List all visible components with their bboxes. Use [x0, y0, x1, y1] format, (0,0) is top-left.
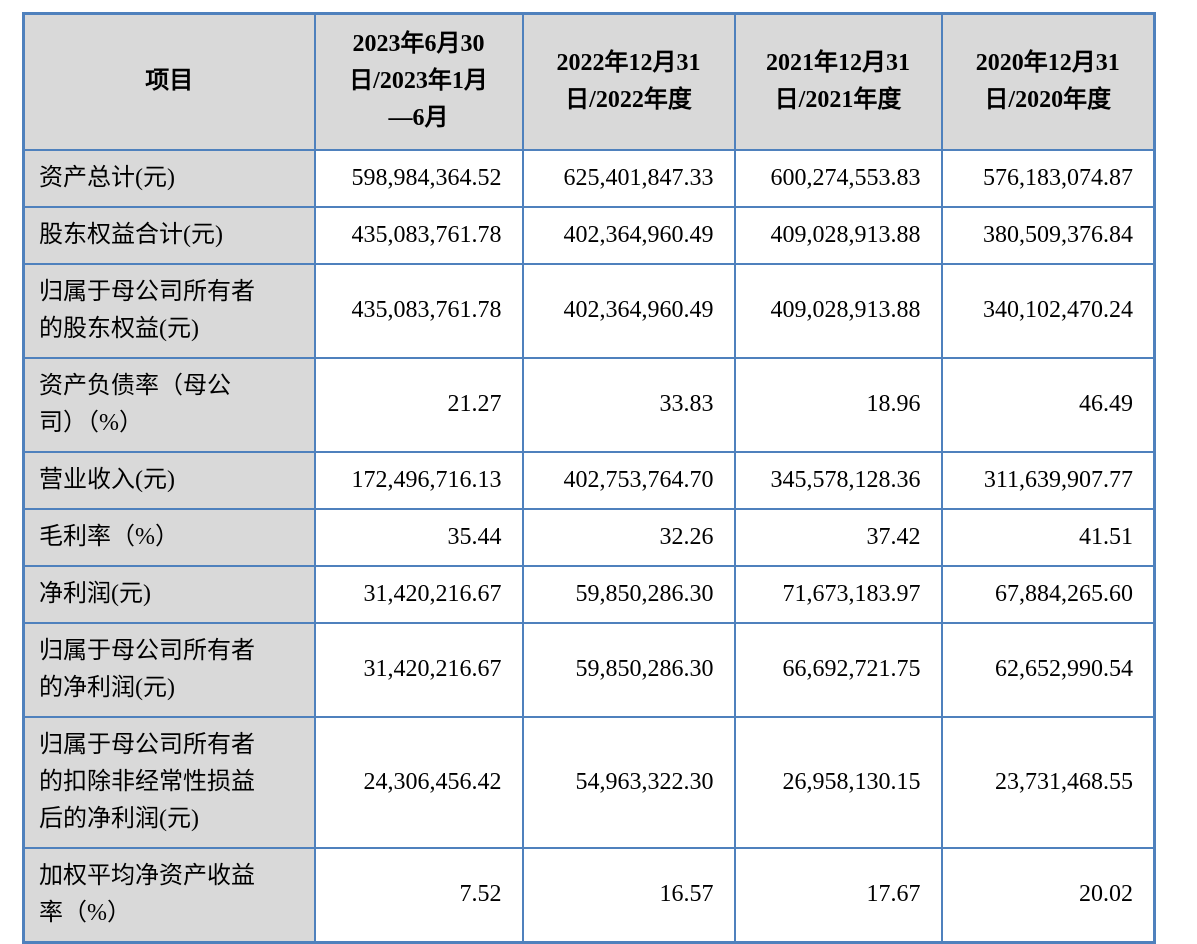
row-value: 46.49 [940, 356, 1156, 453]
row-value: 21.27 [313, 356, 524, 453]
row-value: 345,578,128.36 [733, 450, 943, 510]
row-value: 435,083,761.78 [313, 205, 524, 265]
table-row: 归属于母公司所有者 的扣除非经常性损益 后的净利润(元) 24,306,456.4… [22, 715, 1156, 849]
row-value: 26,958,130.15 [733, 715, 943, 849]
table-row: 净利润(元) 31,420,216.67 59,850,286.30 71,673,1… [22, 564, 1156, 624]
row-label: 毛利率（%） [22, 507, 316, 567]
row-value: 66,692,721.75 [733, 621, 943, 718]
table-header-row: 项目 2023年6月30 日/2023年1月 —6月 2022年12月31 日/… [22, 12, 1156, 151]
table-row: 归属于母公司所有者 的净利润(元) 31,420,216.67 59,850,286… [22, 621, 1156, 718]
row-value: 600,274,553.83 [733, 148, 943, 208]
row-value: 59,850,286.30 [521, 564, 736, 624]
header-cell-2023h1: 2023年6月30 日/2023年1月 —6月 [313, 12, 524, 151]
table-row: 毛利率（%） 35.44 32.26 37.42 41.51 [22, 507, 1156, 567]
row-value: 32.26 [521, 507, 736, 567]
row-label: 资产总计(元) [22, 148, 316, 208]
row-value: 31,420,216.67 [313, 564, 524, 624]
row-value: 71,673,183.97 [733, 564, 943, 624]
row-value: 380,509,376.84 [940, 205, 1156, 265]
row-label: 资产负债率（母公 司）（%） [22, 356, 316, 453]
row-value: 625,401,847.33 [521, 148, 736, 208]
row-value: 172,496,716.13 [313, 450, 524, 510]
table-row: 营业收入(元) 172,496,716.13 402,753,764.70 345,5… [22, 450, 1156, 510]
header-cell-2022: 2022年12月31 日/2022年度 [521, 12, 736, 151]
row-value: 402,364,960.49 [521, 205, 736, 265]
row-label: 归属于母公司所有者 的股东权益(元) [22, 262, 316, 359]
document-page: 项目 2023年6月30 日/2023年1月 —6月 2022年12月31 日/… [22, 12, 1156, 944]
row-value: 59,850,286.30 [521, 621, 736, 718]
row-value: 37.42 [733, 507, 943, 567]
row-value: 402,364,960.49 [521, 262, 736, 359]
row-label: 净利润(元) [22, 564, 316, 624]
row-value: 409,028,913.88 [733, 205, 943, 265]
row-value: 576,183,074.87 [940, 148, 1156, 208]
financial-summary-table: 项目 2023年6月30 日/2023年1月 —6月 2022年12月31 日/… [22, 12, 1156, 944]
row-value: 62,652,990.54 [940, 621, 1156, 718]
table-row: 资产负债率（母公 司）（%） 21.27 33.83 18.96 46.49 [22, 356, 1156, 453]
row-value: 31,420,216.67 [313, 621, 524, 718]
row-value: 18.96 [733, 356, 943, 453]
row-value: 7.52 [313, 846, 524, 943]
row-value: 23,731,468.55 [940, 715, 1156, 849]
row-value: 67,884,265.60 [940, 564, 1156, 624]
row-value: 340,102,470.24 [940, 262, 1156, 359]
table-row: 资产总计(元) 598,984,364.52 625,401,847.33 600,2… [22, 148, 1156, 208]
row-value: 598,984,364.52 [313, 148, 524, 208]
table-row: 股东权益合计(元) 435,083,761.78 402,364,960.49 409… [22, 205, 1156, 265]
header-cell-2021: 2021年12月31 日/2021年度 [733, 12, 943, 151]
row-value: 41.51 [940, 507, 1156, 567]
row-value: 33.83 [521, 356, 736, 453]
table-row: 归属于母公司所有者 的股东权益(元) 435,083,761.78 402,364,… [22, 262, 1156, 359]
row-label: 加权平均净资产收益 率（%） [22, 846, 316, 943]
row-value: 20.02 [940, 846, 1156, 943]
row-value: 35.44 [313, 507, 524, 567]
header-cell-item: 项目 [22, 12, 316, 151]
row-value: 16.57 [521, 846, 736, 943]
row-label: 股东权益合计(元) [22, 205, 316, 265]
row-value: 435,083,761.78 [313, 262, 524, 359]
row-value: 54,963,322.30 [521, 715, 736, 849]
row-value: 17.67 [733, 846, 943, 943]
row-value: 311,639,907.77 [940, 450, 1156, 510]
header-cell-2020: 2020年12月31 日/2020年度 [940, 12, 1156, 151]
row-label: 营业收入(元) [22, 450, 316, 510]
table-row: 加权平均净资产收益 率（%） 7.52 16.57 17.67 20.02 [22, 846, 1156, 943]
row-label: 归属于母公司所有者 的扣除非经常性损益 后的净利润(元) [22, 715, 316, 849]
row-value: 409,028,913.88 [733, 262, 943, 359]
row-value: 402,753,764.70 [521, 450, 736, 510]
row-label: 归属于母公司所有者 的净利润(元) [22, 621, 316, 718]
row-value: 24,306,456.42 [313, 715, 524, 849]
